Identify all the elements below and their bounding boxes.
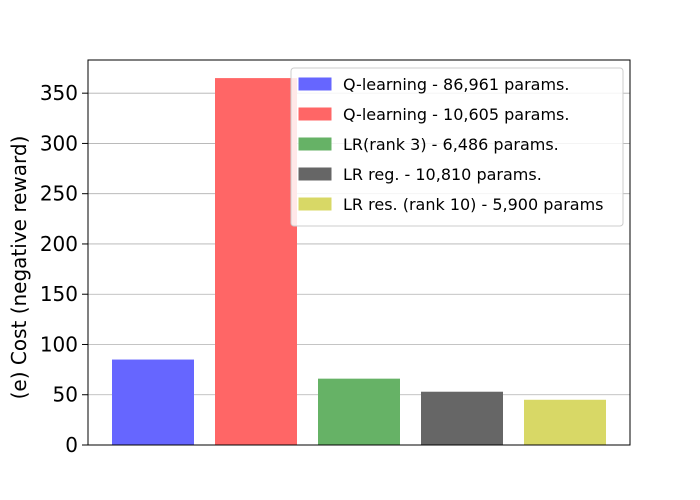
bar-1 bbox=[112, 359, 194, 445]
legend: Q-learning - 86,961 params. Q-learning - … bbox=[290, 67, 624, 227]
y-axis-ticks: 0 50 100 150 200 250 300 350 bbox=[40, 81, 88, 457]
bar-3 bbox=[318, 378, 400, 445]
y-tick-label-200: 200 bbox=[40, 232, 78, 256]
bar-2 bbox=[215, 78, 297, 445]
legend-label-1: Q-learning - 86,961 params. bbox=[343, 75, 569, 94]
y-tick-label-250: 250 bbox=[40, 182, 78, 206]
legend-box bbox=[290, 67, 624, 227]
legend-swatch-4 bbox=[298, 167, 332, 181]
bars bbox=[112, 78, 606, 445]
y-tick-label-300: 300 bbox=[40, 131, 78, 155]
plot-frame bbox=[87, 59, 631, 446]
legend-label-4: LR reg. - 10,810 params. bbox=[343, 165, 542, 184]
legend-label-5: LR res. (rank 10) - 5,900 params bbox=[343, 195, 604, 214]
legend-swatch-1 bbox=[298, 77, 332, 91]
legend-label-3: LR(rank 3) - 6,486 params. bbox=[343, 135, 559, 154]
legend-swatch-3 bbox=[298, 137, 332, 151]
y-tick-label-150: 150 bbox=[40, 282, 78, 306]
y-tick-label-100: 100 bbox=[40, 332, 78, 356]
legend-label-2: Q-learning - 10,605 params. bbox=[343, 105, 569, 124]
y-tick-label-0: 0 bbox=[65, 433, 78, 457]
y-tick-label-50: 50 bbox=[53, 383, 78, 407]
legend-swatch-5 bbox=[298, 197, 332, 211]
legend-swatch-2 bbox=[298, 107, 332, 121]
bar-4 bbox=[421, 391, 503, 445]
y-tick-label-350: 350 bbox=[40, 81, 78, 105]
y-axis-label: (e) Cost (negative reward) bbox=[7, 136, 31, 400]
bar-5 bbox=[524, 399, 606, 445]
